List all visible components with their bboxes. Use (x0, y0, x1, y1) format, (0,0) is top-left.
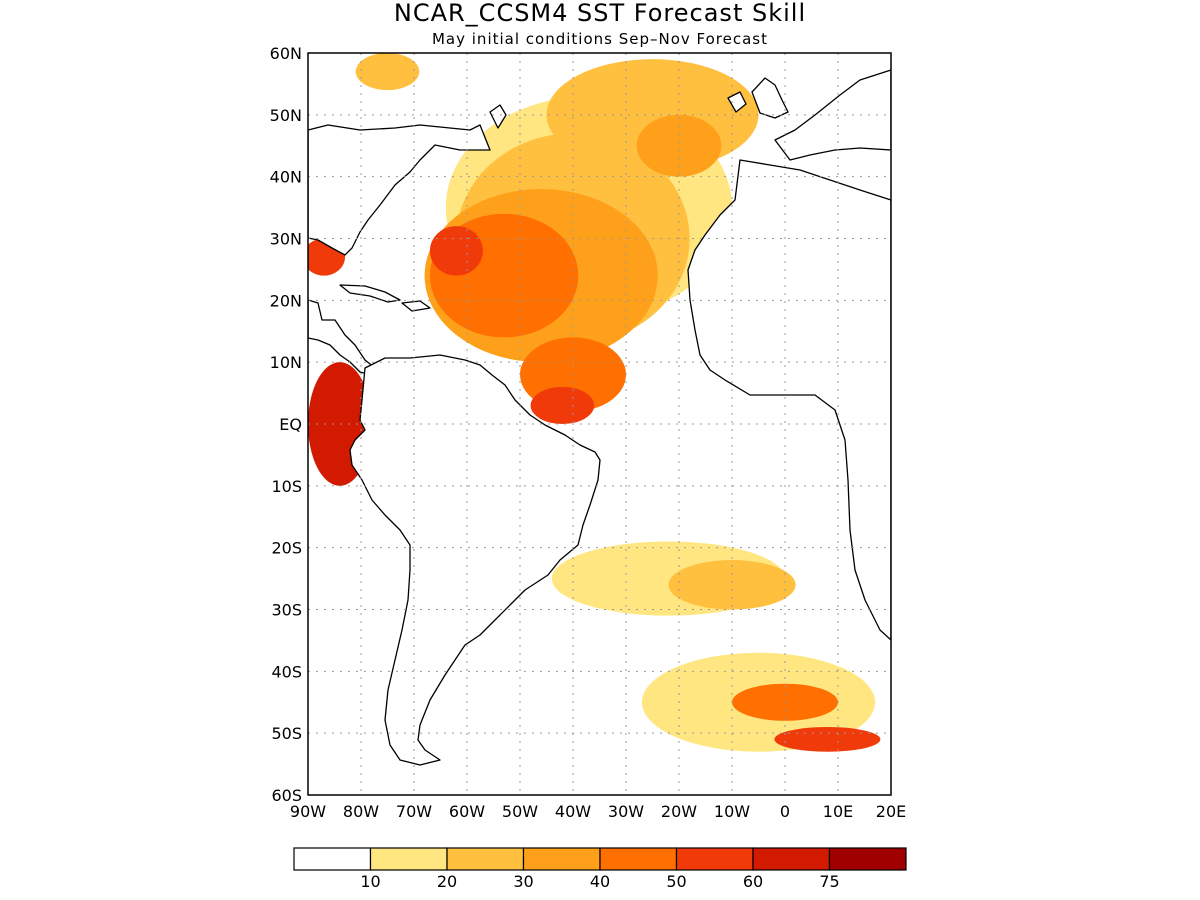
longitude-tick-label: 50W (502, 802, 538, 821)
longitude-tick-label: 80W (343, 802, 379, 821)
latitude-tick-label: 30S (271, 601, 302, 620)
colorbar-swatch (828, 847, 907, 871)
longitude-tick-label: 60W (449, 802, 485, 821)
longitude-tick-labels: 90W 80W 70W 60W 50W 40W 30W 20W 10W 0 10E 20E (290, 802, 906, 821)
longitude-tick-label: 40W (555, 802, 591, 821)
colorbar-swatch (675, 847, 754, 871)
longitude-tick-label: 20E (876, 802, 906, 821)
skill-region (530, 386, 595, 425)
skill-region (429, 226, 483, 276)
latitude-tick-labels: 60N 50N 40N 30N 20N 10N EQ 10S 20S 30S 40S 50S 60S (270, 44, 302, 805)
colorbar-label: 30 (513, 872, 533, 891)
colorbar-swatch (446, 847, 525, 871)
skill-region (636, 114, 722, 177)
latitude-tick-label: 60S (271, 786, 302, 805)
map-frame (307, 52, 892, 796)
colorbar-label: 10 (360, 872, 380, 891)
colorbar-swatch (752, 847, 831, 871)
europe-land (774, 69, 891, 161)
latitude-tick-label: 20S (271, 539, 302, 558)
colorbar-label: 60 (743, 872, 763, 891)
north-america-land (308, 124, 491, 256)
ireland-land (727, 91, 747, 113)
latitude-tick-label: EQ (279, 415, 302, 434)
latitude-tick-label: 10S (271, 477, 302, 496)
latitude-tick-label: 50N (270, 106, 302, 125)
latitude-tick-label: 10N (270, 353, 302, 372)
longitude-tick-label: 20W (661, 802, 697, 821)
land-layer (308, 69, 891, 766)
longitude-tick-label: 0 (780, 802, 790, 821)
colorbar-swatch (522, 847, 601, 871)
colorbar-label: 75 (819, 872, 839, 891)
latitude-tick-label: 20N (270, 291, 302, 310)
colorbar-swatch (599, 847, 678, 871)
latitude-tick-label: 40S (271, 662, 302, 681)
longitude-tick-label: 30W (608, 802, 644, 821)
colorbar-label: 40 (590, 872, 610, 891)
skill-shading-layer (308, 53, 881, 752)
colorbar-swatch (369, 847, 448, 871)
longitude-tick-label: 70W (396, 802, 432, 821)
colorbar: 10 20 30 40 50 60 75 (293, 847, 907, 891)
latitude-tick-label: 40N (270, 168, 302, 187)
great-britain-land (751, 77, 789, 119)
longitude-tick-label: 10E (823, 802, 853, 821)
skill-region (668, 560, 796, 610)
south-america-land (349, 354, 601, 766)
longitude-tick-label: 10W (714, 802, 750, 821)
africa-land (687, 159, 891, 641)
skill-region (774, 726, 881, 752)
map-subtitle: May initial conditions Sep–Nov Forecast (432, 30, 768, 48)
latitude-tick-label: 60N (270, 44, 302, 63)
latitude-tick-label: 50S (271, 724, 302, 743)
skill-region (355, 53, 420, 91)
cuba-land (339, 284, 401, 303)
colorbar-swatch (293, 847, 372, 871)
latitude-tick-label: 30N (270, 230, 302, 249)
colorbar-label: 50 (666, 872, 686, 891)
map-title: NCAR_CCSM4 SST Forecast Skill (394, 0, 806, 27)
map-panel: 60N 50N 40N 30N 20N 10N EQ 10S 20S 30S 40S 50S 60S 9… (270, 44, 907, 821)
newfoundland-land (489, 104, 507, 129)
longitude-tick-label: 90W (290, 802, 326, 821)
colorbar-label: 20 (437, 872, 457, 891)
